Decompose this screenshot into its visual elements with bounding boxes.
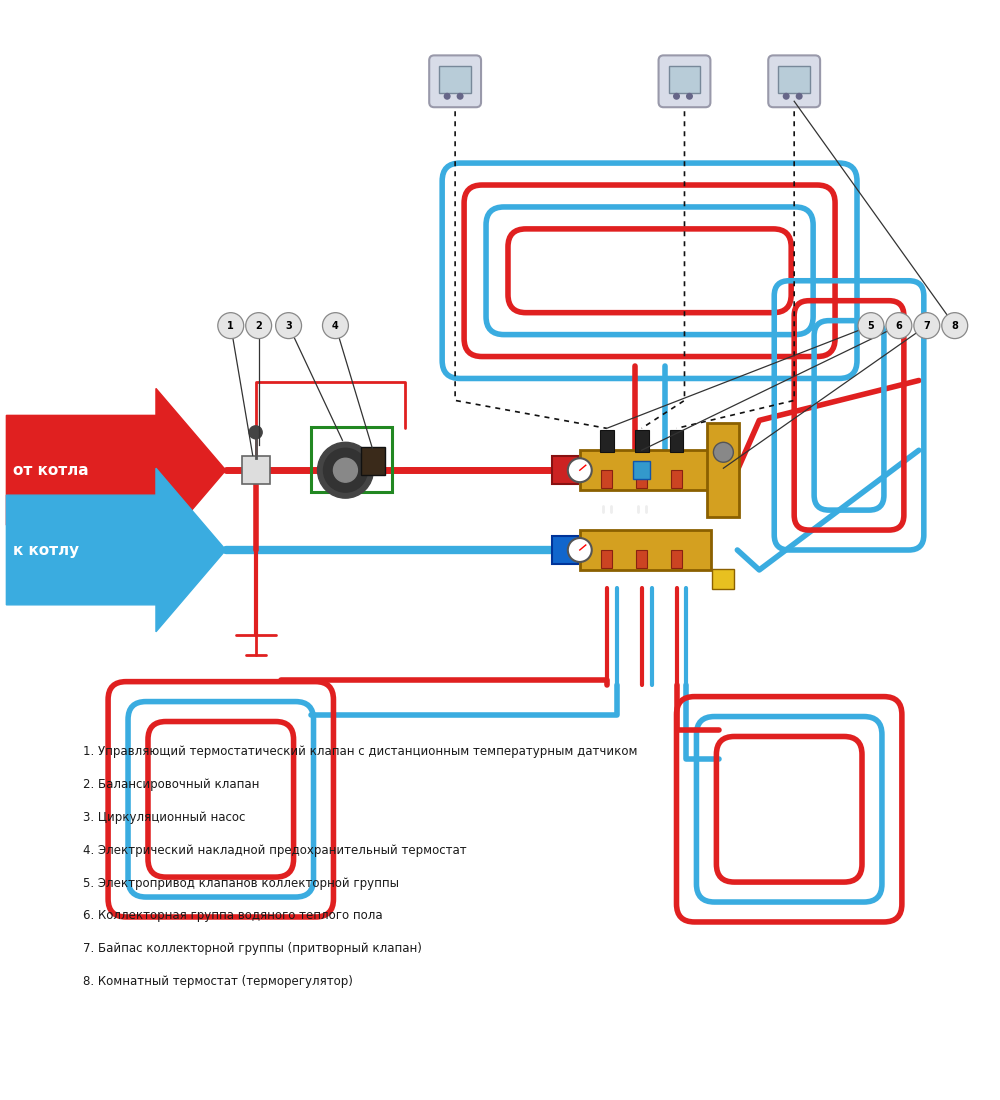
FancyBboxPatch shape [361,448,385,475]
FancyBboxPatch shape [439,66,471,94]
FancyBboxPatch shape [242,456,270,484]
Circle shape [674,94,679,99]
Circle shape [249,426,262,439]
FancyBboxPatch shape [552,456,578,484]
FancyBboxPatch shape [552,536,578,564]
FancyBboxPatch shape [659,55,710,107]
Circle shape [783,94,789,99]
FancyBboxPatch shape [636,550,647,568]
Text: 4. Электрический накладной предохранительный термостат: 4. Электрический накладной предохранител… [83,844,467,857]
Circle shape [796,94,802,99]
Text: 4: 4 [332,320,339,331]
Text: 5: 5 [868,320,874,331]
Text: 7. Байпас коллекторной группы (притворный клапан): 7. Байпас коллекторной группы (притворны… [83,943,422,956]
FancyBboxPatch shape [635,430,649,452]
FancyBboxPatch shape [636,470,647,488]
Text: 6: 6 [896,320,902,331]
FancyBboxPatch shape [778,66,810,94]
FancyBboxPatch shape [768,55,820,107]
FancyBboxPatch shape [712,569,734,589]
Text: 8. Комнатный термостат (терморегулятор): 8. Комнатный термостат (терморегулятор) [83,976,353,988]
Circle shape [246,312,272,339]
Circle shape [687,94,692,99]
FancyBboxPatch shape [429,55,481,107]
FancyBboxPatch shape [671,470,682,488]
Text: 1: 1 [227,320,234,331]
Text: 2: 2 [255,320,262,331]
Polygon shape [6,388,226,552]
Polygon shape [6,469,226,631]
Text: 3: 3 [285,320,292,331]
Circle shape [457,94,463,99]
Circle shape [444,94,450,99]
Text: 1. Управляющий термостатический клапан с дистанционным температурным датчиком: 1. Управляющий термостатический клапан с… [83,745,638,758]
FancyBboxPatch shape [669,66,700,94]
Circle shape [942,312,968,339]
Text: 7: 7 [923,320,930,331]
Circle shape [322,312,348,339]
FancyBboxPatch shape [633,461,650,480]
Circle shape [218,312,244,339]
Circle shape [568,538,592,562]
Text: 8: 8 [951,320,958,331]
Circle shape [276,312,302,339]
Circle shape [886,312,912,339]
FancyBboxPatch shape [580,450,711,491]
Circle shape [323,449,367,492]
Circle shape [713,442,733,462]
FancyBboxPatch shape [707,424,739,517]
Text: 6. Коллекторная группа водяного теплого пола: 6. Коллекторная группа водяного теплого … [83,910,383,923]
Text: 3. Циркуляционный насос: 3. Циркуляционный насос [83,811,246,824]
FancyBboxPatch shape [580,530,711,570]
FancyBboxPatch shape [600,430,614,452]
Circle shape [333,459,357,482]
Circle shape [318,442,373,498]
FancyBboxPatch shape [670,430,683,452]
Circle shape [914,312,940,339]
FancyBboxPatch shape [671,550,682,568]
Circle shape [858,312,884,339]
Circle shape [568,459,592,482]
Text: 2. Балансировочный клапан: 2. Балансировочный клапан [83,778,260,791]
Text: 5. Электропривод клапанов коллекторной группы: 5. Электропривод клапанов коллекторной г… [83,877,399,890]
FancyBboxPatch shape [601,550,612,568]
FancyBboxPatch shape [601,470,612,488]
Text: от котла: от котла [13,463,89,477]
Text: к котлу: к котлу [13,542,79,558]
